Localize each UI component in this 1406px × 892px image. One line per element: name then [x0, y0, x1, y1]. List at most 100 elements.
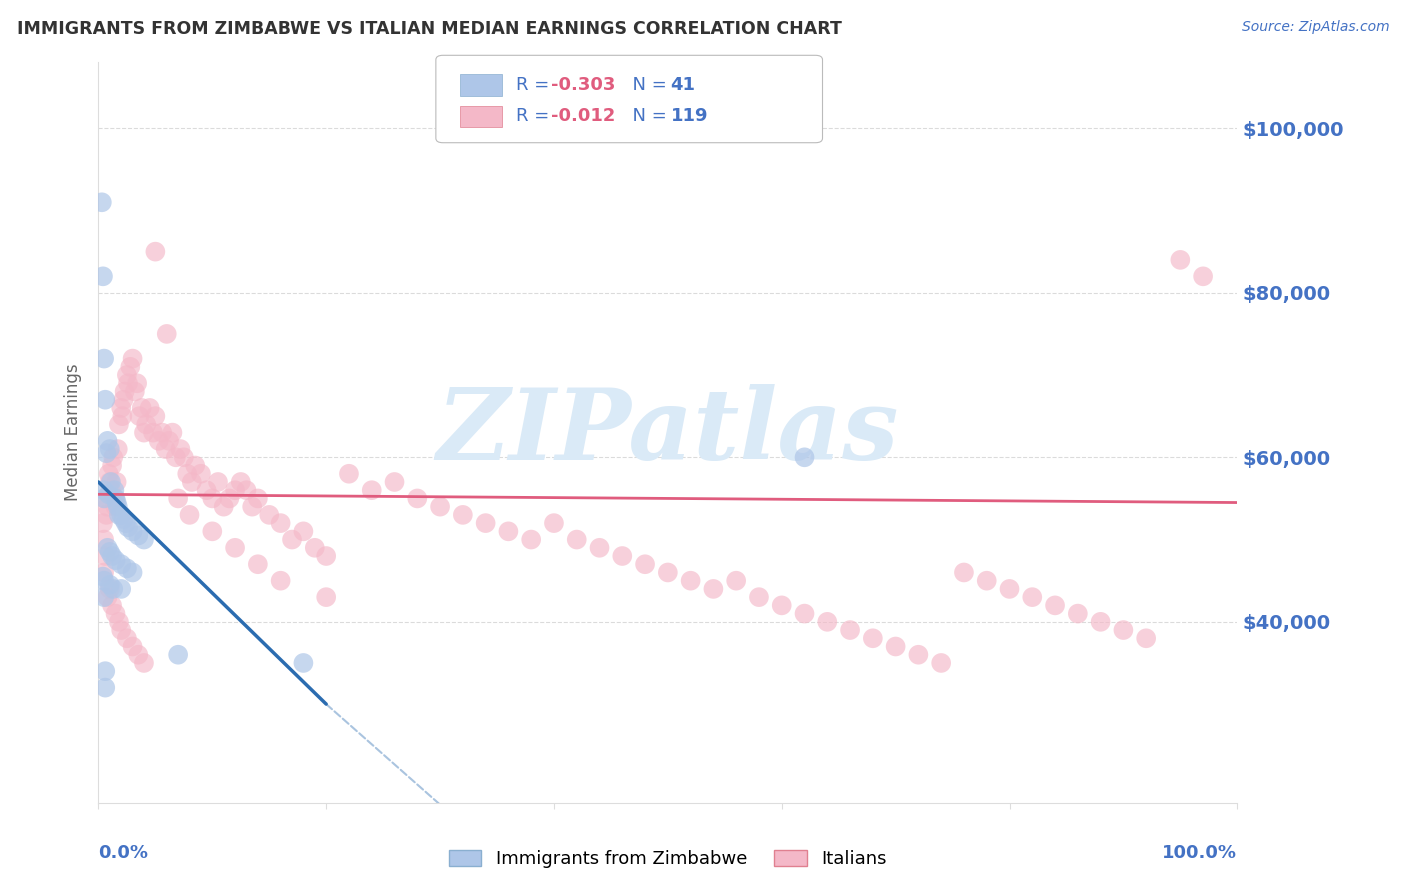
Legend: Immigrants from Zimbabwe, Italians: Immigrants from Zimbabwe, Italians: [441, 843, 894, 875]
Point: [229, 475, 252, 489]
Point: [862, 632, 884, 646]
Point: [702, 582, 724, 596]
Point: [114, 516, 136, 530]
Point: [657, 566, 679, 580]
Point: [96, 508, 118, 522]
Point: [107, 500, 129, 514]
Point: [145, 409, 167, 424]
Point: [240, 500, 263, 514]
Point: [793, 607, 815, 621]
Point: [157, 434, 180, 448]
Point: [127, 376, 149, 391]
Point: [94, 392, 117, 407]
Point: [132, 656, 155, 670]
Point: [121, 351, 143, 366]
Point: [884, 640, 907, 654]
Text: ZIPatlas: ZIPatlas: [437, 384, 898, 481]
Point: [120, 359, 142, 374]
Point: [104, 500, 127, 514]
Text: 0.0%: 0.0%: [98, 844, 149, 862]
Point: [169, 442, 191, 456]
Point: [112, 392, 135, 407]
Point: [474, 516, 496, 530]
Point: [111, 409, 134, 424]
Point: [167, 491, 190, 506]
Point: [212, 500, 235, 514]
Point: [110, 401, 132, 415]
Point: [121, 640, 143, 654]
Point: [93, 533, 115, 547]
Point: [929, 656, 952, 670]
Text: IMMIGRANTS FROM ZIMBABWE VS ITALIAN MEDIAN EARNINGS CORRELATION CHART: IMMIGRANTS FROM ZIMBABWE VS ITALIAN MEDI…: [17, 20, 842, 37]
Point: [201, 524, 224, 539]
Point: [94, 491, 117, 506]
Point: [190, 467, 212, 481]
Point: [93, 483, 115, 498]
Point: [162, 425, 184, 440]
Point: [1192, 269, 1215, 284]
Point: [127, 648, 149, 662]
Point: [588, 541, 610, 555]
Point: [128, 409, 150, 424]
Point: [195, 483, 218, 498]
Point: [115, 368, 138, 382]
Point: [315, 590, 337, 604]
Point: [224, 541, 246, 555]
Point: [138, 401, 160, 415]
Point: [93, 574, 115, 588]
Point: [281, 533, 304, 547]
Point: [612, 549, 634, 563]
Point: [155, 442, 177, 456]
Point: [100, 483, 122, 498]
Point: [98, 475, 121, 489]
Y-axis label: Median Earnings: Median Earnings: [65, 364, 83, 501]
Point: [679, 574, 702, 588]
Point: [1067, 607, 1090, 621]
Point: [110, 558, 132, 572]
Point: [104, 607, 127, 621]
Point: [96, 590, 118, 604]
Point: [998, 582, 1021, 596]
Text: R =: R =: [516, 76, 555, 94]
Point: [91, 516, 114, 530]
Point: [96, 446, 118, 460]
Point: [96, 500, 118, 514]
Point: [565, 533, 588, 547]
Point: [384, 475, 406, 489]
Point: [953, 566, 976, 580]
Point: [292, 656, 315, 670]
Text: Source: ZipAtlas.com: Source: ZipAtlas.com: [1241, 20, 1389, 34]
Point: [124, 384, 146, 399]
Point: [201, 491, 224, 506]
Point: [815, 615, 838, 629]
Point: [148, 434, 170, 448]
Point: [91, 569, 114, 583]
Point: [131, 401, 153, 415]
Point: [115, 632, 138, 646]
Point: [270, 516, 292, 530]
Point: [218, 491, 240, 506]
Point: [107, 442, 129, 456]
Point: [91, 269, 114, 284]
Point: [1021, 590, 1043, 604]
Point: [839, 623, 862, 637]
Text: 100.0%: 100.0%: [1163, 844, 1237, 862]
Point: [246, 491, 269, 506]
Point: [110, 623, 132, 637]
Point: [108, 508, 131, 522]
Point: [156, 326, 179, 341]
Point: [315, 549, 337, 563]
Point: [96, 541, 118, 555]
Point: [498, 524, 520, 539]
Point: [725, 574, 748, 588]
Point: [93, 351, 115, 366]
Point: [112, 512, 135, 526]
Point: [90, 195, 112, 210]
Point: [406, 491, 429, 506]
Point: [246, 558, 269, 572]
Point: [132, 425, 155, 440]
Point: [259, 508, 281, 522]
Point: [135, 417, 157, 432]
Point: [103, 491, 125, 506]
Point: [907, 648, 929, 662]
